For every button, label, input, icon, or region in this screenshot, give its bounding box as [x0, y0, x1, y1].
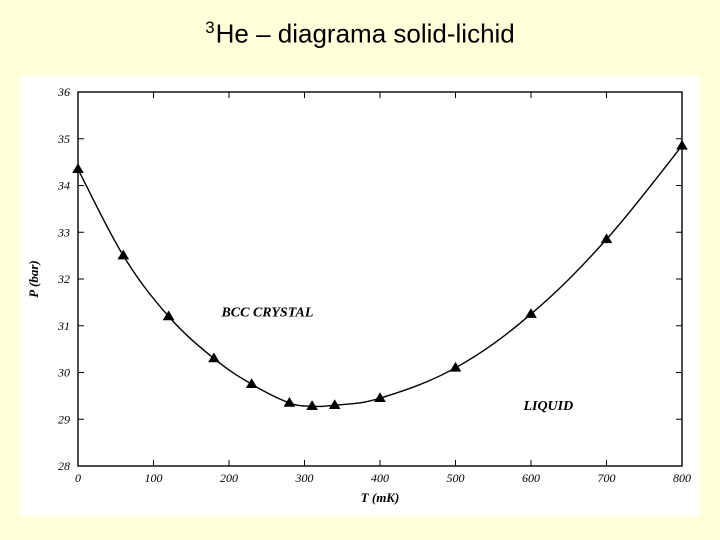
chart-container: 28 29 30 31 32 33 34 35 36 0 100 200 300 400 500 600 700…	[20, 76, 700, 516]
x-tick-label: 0	[75, 471, 81, 485]
x-tick-label: 300	[295, 471, 314, 485]
y-tick-label: 30	[57, 366, 70, 380]
y-tick-label: 33	[57, 225, 70, 239]
x-axis-label: T (mK)	[361, 490, 400, 505]
x-tick-label: 400	[371, 471, 389, 485]
y-tick-label: 29	[58, 412, 70, 426]
page: 3He – diagrama solid-lichid 282930313233…	[0, 0, 720, 540]
title-superscript: 3	[205, 18, 214, 37]
title-text: He – diagrama solid-lichid	[216, 19, 515, 49]
y-tick-label: 32	[57, 272, 70, 286]
y-tick-label: 35	[57, 132, 70, 146]
x-tick-label: 800	[673, 471, 691, 485]
y-tick-label: 28	[58, 459, 70, 473]
x-tick-label: 700	[598, 471, 616, 485]
y-tick-label: 34	[57, 179, 70, 193]
plot-background	[20, 76, 700, 516]
phase-diagram-chart: 28 29 30 31 32 33 34 35 36 0 100 200 300 400 500 600 700…	[20, 76, 700, 516]
page-title: 3He – diagrama solid-lichid	[0, 18, 720, 50]
x-tick-label: 200	[220, 471, 238, 485]
x-tick-label: 500	[447, 471, 465, 485]
y-axis-label: P (bar)	[26, 260, 41, 297]
x-tick-label: 600	[522, 471, 540, 485]
y-tick-label: 31	[57, 319, 70, 333]
x-tick-label: 100	[145, 471, 163, 485]
region-label: BCC CRYSTAL	[220, 305, 313, 320]
region-label: LIQUID	[522, 399, 573, 414]
y-tick-label: 36	[57, 85, 70, 99]
